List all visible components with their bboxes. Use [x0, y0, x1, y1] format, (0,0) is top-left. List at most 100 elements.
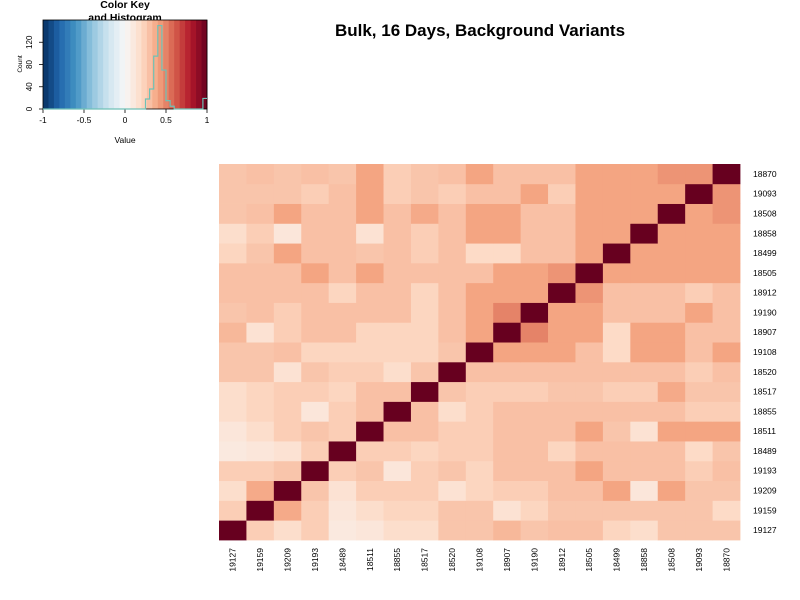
heatmap-cell	[273, 421, 302, 442]
heatmap-cell	[712, 361, 741, 383]
heatmap-cell	[657, 381, 686, 402]
heatmap-cell	[630, 520, 659, 541]
color-key-histogram-line	[43, 24, 207, 110]
heatmap-cell	[438, 342, 467, 363]
row-label: 18499	[753, 248, 777, 258]
heatmap-cell	[520, 460, 549, 482]
heatmap-cell	[493, 203, 522, 224]
heatmap-cell	[493, 361, 522, 383]
heatmap-cell	[438, 322, 467, 343]
heatmap-cell	[712, 460, 741, 482]
heatmap-cell	[657, 164, 686, 185]
heatmap-cell	[548, 262, 576, 284]
heatmap-cell	[493, 164, 522, 185]
row-label: 18505	[753, 268, 777, 278]
heatmap-cell	[246, 401, 275, 422]
heatmap-cell	[548, 243, 576, 264]
heatmap-cell	[630, 342, 659, 363]
heatmap-cell	[301, 480, 330, 501]
heatmap-cell	[383, 381, 412, 402]
heatmap-cell	[465, 421, 494, 442]
heatmap-cell	[575, 203, 604, 224]
heatmap-cell	[520, 342, 549, 363]
heatmap-cell	[246, 421, 275, 442]
heatmap-cell	[301, 500, 330, 521]
heatmap-cell	[548, 361, 576, 383]
heatmap-cell	[712, 282, 741, 303]
heatmap-cell	[219, 421, 247, 442]
heatmap-cell	[410, 480, 439, 501]
heatmap-cell	[493, 520, 522, 541]
heatmap-cell	[383, 500, 412, 521]
color-key-swatch	[125, 20, 131, 109]
heatmap-cell	[246, 302, 275, 323]
color-key-swatch	[174, 20, 181, 109]
heatmap-cell	[685, 322, 713, 343]
color-key-y-axis: 0 40 80 120	[25, 35, 43, 111]
heatmap-cell	[328, 421, 357, 442]
heatmap-cell	[438, 421, 467, 442]
heatmap-cell	[548, 500, 576, 521]
heatmap-cell	[575, 381, 604, 402]
column-label: 18520	[447, 548, 457, 572]
heatmap-cell	[410, 183, 439, 204]
heatmap-cell	[548, 381, 576, 402]
heatmap-cell	[438, 500, 467, 521]
heatmap-cell	[383, 401, 412, 422]
row-label: 18907	[753, 327, 777, 337]
heatmap-cell	[712, 223, 741, 244]
heatmap-cell	[219, 223, 247, 244]
heatmap-cell	[575, 223, 604, 244]
heatmap-cell	[493, 262, 522, 284]
color-key-swatch	[43, 20, 49, 109]
heatmap-cell	[356, 282, 384, 303]
heatmap-cell	[246, 262, 275, 284]
heatmap-cell	[356, 441, 384, 462]
column-label: 19108	[475, 548, 485, 572]
heatmap-cell	[657, 223, 686, 244]
column-label: 18907	[502, 548, 512, 572]
heatmap-cell	[219, 480, 247, 501]
heatmap-cell	[685, 401, 713, 422]
column-label: 19193	[310, 548, 320, 572]
heatmap-cell	[356, 381, 384, 402]
heatmap-cell	[548, 203, 576, 224]
heatmap-cell	[356, 183, 384, 204]
heatmap-cell	[493, 342, 522, 363]
heatmap-cell	[219, 262, 247, 284]
heatmap-cell	[356, 342, 384, 363]
heatmap-cell	[410, 243, 439, 264]
heatmap-cell	[383, 164, 412, 185]
heatmap-cell	[657, 322, 686, 343]
heatmap-cell	[356, 223, 384, 244]
color-key-swatch	[97, 20, 104, 109]
color-key-histogram	[43, 24, 207, 110]
heatmap-cell	[548, 421, 576, 442]
heatmap-cell	[273, 480, 302, 501]
heatmap-cell	[630, 164, 659, 185]
heatmap-cell	[712, 500, 741, 521]
heatmap-cell	[685, 441, 713, 462]
heatmap-cell	[465, 322, 494, 343]
heatmap-cell	[246, 183, 275, 204]
heatmap-cell	[438, 460, 467, 482]
color-key-strip	[43, 20, 208, 109]
color-key-swatch	[119, 20, 126, 109]
heatmap-cell	[273, 361, 302, 383]
heatmap-cell	[685, 223, 713, 244]
heatmap-cell	[328, 342, 357, 363]
heatmap-cell	[548, 223, 576, 244]
heatmap-cell	[410, 164, 439, 185]
color-key-y-label: Count	[17, 55, 24, 73]
heatmap-cell	[219, 401, 247, 422]
heatmap-cell	[657, 302, 686, 323]
heatmap-cell	[410, 322, 439, 343]
column-label: 19159	[255, 548, 265, 572]
heatmap-cell	[383, 322, 412, 343]
column-label: 18489	[337, 548, 347, 572]
heatmap-cell	[246, 520, 275, 541]
heatmap-cell	[575, 164, 604, 185]
heatmap-cell	[438, 302, 467, 323]
heatmap-cell	[383, 223, 412, 244]
